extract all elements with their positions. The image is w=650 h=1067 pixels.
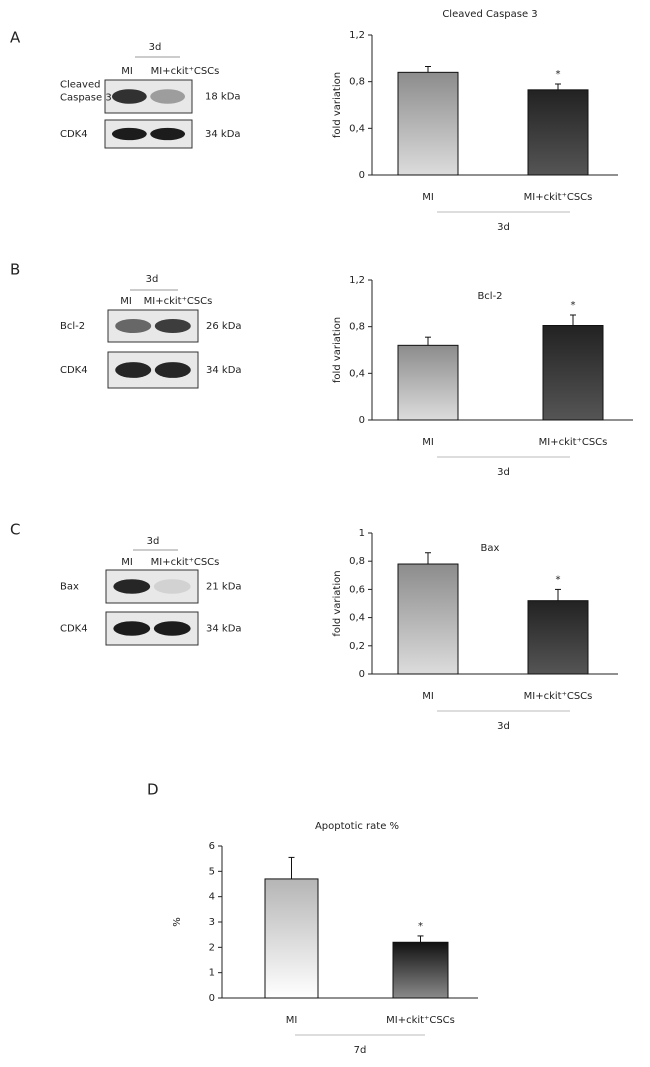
x-tick-label: MI+ckit⁺CSCs	[386, 1015, 455, 1026]
molecular-weight: 18 kDa	[205, 92, 241, 103]
bar	[397, 344, 459, 421]
y-tick-label: 0,8	[349, 77, 365, 88]
panel-letter: C	[10, 521, 20, 539]
molecular-weight: 34 kDa	[206, 365, 242, 376]
significance-marker: *	[571, 300, 576, 311]
y-axis-label: fold variation	[332, 72, 343, 138]
bar	[542, 325, 604, 421]
blot-timepoint: 3d	[149, 42, 162, 53]
blot-band	[154, 318, 191, 334]
y-axis-label: %	[172, 917, 183, 927]
blot-row-label: Bcl-2	[60, 321, 85, 332]
bar	[527, 89, 589, 176]
significance-marker: *	[418, 921, 423, 932]
chart-title: Cleaved Caspase 3	[442, 9, 537, 20]
x-tick-label: MI	[422, 437, 434, 448]
y-tick-label: 0	[359, 170, 365, 181]
molecular-weight: 26 kDa	[206, 321, 242, 332]
blot-frame	[104, 79, 193, 114]
panel-letter: A	[10, 29, 21, 47]
bar	[392, 941, 449, 999]
blot-band	[153, 579, 191, 594]
bar	[397, 563, 459, 675]
chart-title: Apoptotic rate %	[315, 821, 399, 832]
y-tick-label: 1,2	[349, 30, 365, 41]
y-tick-label: 0,8	[349, 556, 365, 567]
lane-label: MI+ckit⁺CSCs	[144, 296, 213, 307]
blot-band	[113, 579, 151, 594]
y-tick-label: 0	[359, 669, 365, 680]
y-tick-label: 0,6	[349, 584, 365, 595]
y-tick-label: 0,8	[349, 322, 365, 333]
blot-row-label: Bax	[60, 582, 79, 593]
y-axis-label: fold variation	[332, 317, 343, 383]
y-tick-label: 4	[209, 892, 215, 903]
y-tick-label: 6	[209, 841, 215, 852]
blot-row-label: CDK4	[60, 365, 88, 376]
blot-band	[115, 318, 152, 334]
molecular-weight: 34 kDa	[206, 624, 242, 635]
y-tick-label: 0,4	[349, 368, 365, 379]
blot-timepoint: 3d	[147, 536, 160, 547]
y-tick-label: 5	[209, 866, 215, 877]
chart-title: Bax	[481, 543, 500, 554]
blot-row-label: CDK4	[60, 129, 88, 140]
x-tick-label: MI	[286, 1015, 298, 1026]
y-tick-label: 3	[209, 917, 215, 928]
chart-title: Bcl-2	[477, 291, 502, 302]
group-label: 3d	[497, 222, 510, 233]
blot-band	[153, 621, 191, 636]
blot-band	[111, 89, 147, 104]
group-label: 7d	[354, 1045, 367, 1056]
group-label: 3d	[497, 721, 510, 732]
y-tick-label: 0,4	[349, 123, 365, 134]
bar	[264, 878, 319, 999]
blot-row-label: CDK4	[60, 624, 88, 635]
lane-label: MI	[120, 296, 132, 307]
panel-letter: D	[147, 781, 159, 799]
y-tick-label: 1	[209, 968, 215, 979]
x-tick-label: MI	[422, 192, 434, 203]
y-tick-label: 1	[359, 528, 365, 539]
lane-label: MI	[121, 557, 133, 568]
lane-label: MI+ckit⁺CSCs	[151, 557, 220, 568]
blot-band	[150, 89, 186, 104]
lane-label: MI	[121, 66, 133, 77]
y-tick-label: 1,2	[349, 275, 365, 286]
x-tick-label: MI+ckit⁺CSCs	[524, 192, 593, 203]
molecular-weight: 21 kDa	[206, 582, 242, 593]
panel-letter: B	[10, 261, 20, 279]
y-tick-label: 2	[209, 942, 215, 953]
y-tick-label: 0,2	[349, 641, 365, 652]
y-tick-label: 0	[209, 993, 215, 1004]
molecular-weight: 34 kDa	[205, 129, 241, 140]
bar	[527, 600, 589, 675]
x-tick-label: MI+ckit⁺CSCs	[539, 437, 608, 448]
blot-band	[150, 127, 186, 141]
x-tick-label: MI+ckit⁺CSCs	[524, 691, 593, 702]
blot-row-label: Cleaved Caspase 3	[60, 80, 112, 104]
y-axis-label: fold variation	[332, 570, 343, 636]
significance-marker: *	[556, 574, 561, 585]
blot-band	[113, 621, 151, 636]
x-tick-label: MI	[422, 691, 434, 702]
bar	[397, 71, 459, 176]
group-label: 3d	[497, 467, 510, 478]
significance-marker: *	[556, 69, 561, 80]
blot-band	[111, 127, 147, 141]
y-tick-label: 0	[359, 415, 365, 426]
blot-band	[154, 362, 191, 378]
lane-label: MI+ckit⁺CSCs	[151, 66, 220, 77]
blot-timepoint: 3d	[146, 274, 159, 285]
y-tick-label: 0,4	[349, 613, 365, 624]
blot-band	[115, 362, 152, 378]
